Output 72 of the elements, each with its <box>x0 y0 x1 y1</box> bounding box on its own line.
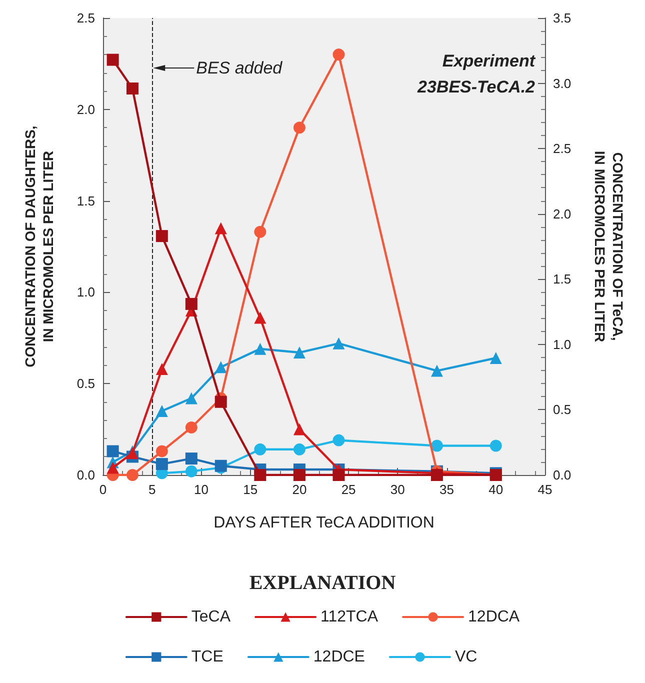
y2-tick-label: 2.0 <box>553 206 572 222</box>
y2-tick-label: 3.0 <box>553 76 572 91</box>
y2-tick-label: 1.0 <box>553 336 572 352</box>
point <box>293 469 306 481</box>
point <box>185 465 198 478</box>
point <box>293 122 306 134</box>
legend-label: VC <box>454 648 478 666</box>
y-tick-label: 0.0 <box>76 468 95 482</box>
legend-label: TeCA <box>191 608 231 626</box>
point <box>185 452 198 465</box>
x-tick-label: 25 <box>341 482 356 497</box>
point <box>185 298 198 310</box>
point <box>430 440 443 452</box>
point <box>490 440 502 452</box>
x-tick-label: 0 <box>99 482 107 497</box>
x-tick-label: 15 <box>243 482 258 497</box>
point <box>156 230 168 242</box>
x-tick-label: 10 <box>194 482 208 497</box>
y2-tick-label: 1.5 <box>553 272 572 287</box>
legend-title: EXPLANATION <box>249 572 396 594</box>
point <box>293 443 306 456</box>
legend-label: 12DCA <box>468 608 520 626</box>
legend-label: TCE <box>191 648 224 666</box>
y-tick-label: 2.5 <box>76 10 95 26</box>
point <box>156 405 168 418</box>
point <box>106 445 119 458</box>
y-tick-label: 1.0 <box>76 284 95 300</box>
legend-label: 12DCE <box>313 648 365 666</box>
point <box>332 469 345 481</box>
x-tick-label: 30 <box>390 482 405 497</box>
x-tick-label: 35 <box>440 482 454 497</box>
point <box>293 346 306 359</box>
point <box>254 226 266 238</box>
y2-axis-title: CONCENTRATION OF TeCA, IN MICROMOLES PER LITER <box>592 150 626 342</box>
x-axis-title: DAYS AFTER TeCA ADDITION <box>214 514 434 532</box>
point <box>126 469 138 481</box>
point <box>332 48 345 61</box>
y-tick-label: 0.5 <box>76 376 95 392</box>
point <box>332 434 345 446</box>
x-tick-label: 5 <box>148 482 156 497</box>
point <box>185 421 198 434</box>
point <box>214 222 227 234</box>
point <box>106 462 119 474</box>
point <box>214 361 227 374</box>
point <box>254 443 266 456</box>
point <box>156 362 168 375</box>
y-tick-label: 1.5 <box>76 193 95 208</box>
y2-tick-label: 0.5 <box>553 402 572 418</box>
point <box>430 364 443 377</box>
x-tick-label: 45 <box>538 482 552 497</box>
point <box>214 396 227 408</box>
point <box>254 469 266 481</box>
legend-label: 112TCA <box>320 608 378 626</box>
x-tick-label: 20 <box>292 482 307 497</box>
point <box>126 82 138 95</box>
point <box>254 342 266 355</box>
point <box>490 352 502 364</box>
annotation: Experiment 23BES-TeCA.2 <box>416 52 536 96</box>
y2-tick-label: 0.0 <box>553 468 572 482</box>
y-tick-label: 2.0 <box>76 102 95 117</box>
point <box>254 312 266 324</box>
y-axis-title: CONCENTRATION OF DAUGHTERS, IN MICROMOLES PER LITER <box>22 126 56 368</box>
point <box>332 337 345 350</box>
y2-tick-label: 2.5 <box>553 141 572 156</box>
point <box>185 392 198 404</box>
point <box>293 423 306 436</box>
ref-line-label: BES added <box>196 58 283 78</box>
point <box>156 458 168 470</box>
x-tick-label: 40 <box>488 482 504 497</box>
point <box>106 54 119 66</box>
point <box>156 445 168 458</box>
y2-tick-label: 3.5 <box>553 10 572 26</box>
